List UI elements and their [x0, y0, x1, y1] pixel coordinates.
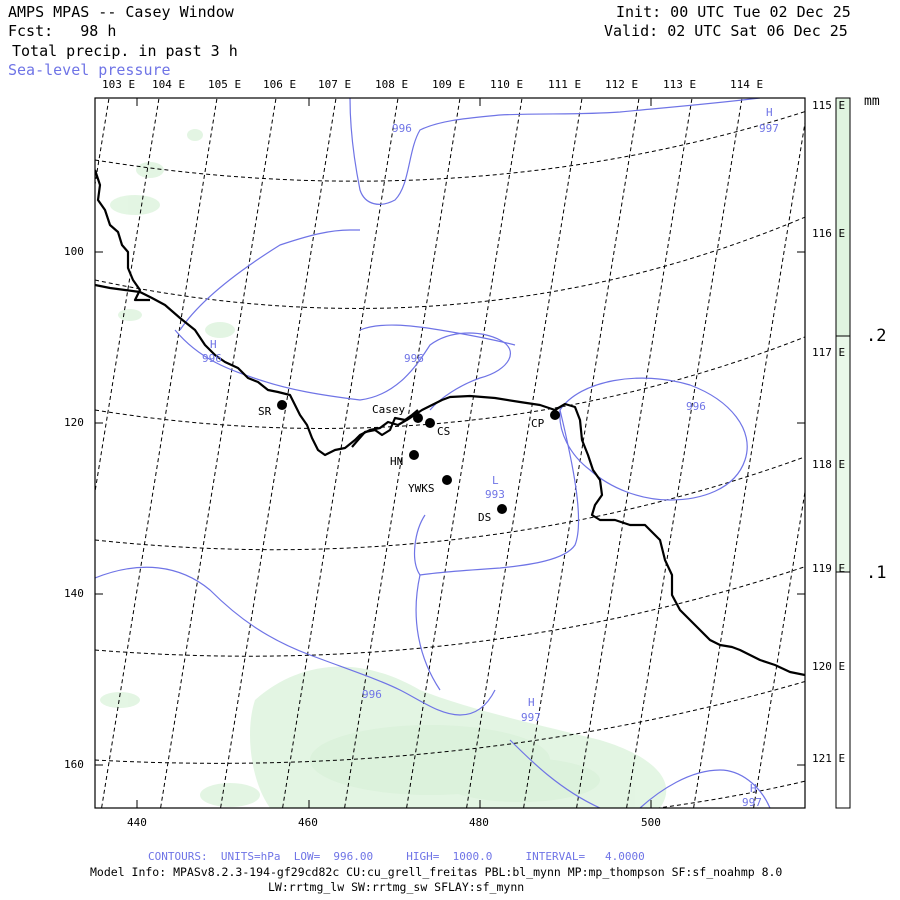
grid-x-460: 460 [298, 816, 318, 829]
station-dot-cs [425, 418, 435, 428]
lon-label-109: 109 E [432, 78, 466, 91]
lon-label-104: 104 E [152, 78, 186, 91]
station-label-ds: DS [478, 511, 492, 524]
station-markers [277, 400, 560, 514]
grid-y-160: 160 [64, 758, 84, 771]
station-dot-hn [409, 450, 419, 460]
lon-label-110: 110 E [490, 78, 524, 91]
lon-label-116: 116 E [812, 227, 846, 240]
model-info: Model Info: MPASv8.2.3-194-gf29cd82c CU:… [90, 865, 783, 879]
colorbar-band-lower [836, 572, 850, 808]
grid-x-440: 440 [127, 816, 147, 829]
lon-label-103: 103 E [102, 78, 136, 91]
lon-label-118: 118 E [812, 458, 846, 471]
contour-info: CONTOURS: UNITS=hPa LOW= 996.00 HIGH= 10… [148, 850, 645, 863]
pressure-contours [95, 98, 771, 808]
coastline [95, 169, 805, 677]
station-dot-cp [550, 410, 560, 420]
lon-label-106: 106 E [263, 78, 297, 91]
station-label-cs: CS [437, 425, 451, 438]
station-label-casey: Casey [372, 403, 406, 416]
init-time: Init: 00 UTC Tue 02 Dec 25 [616, 3, 851, 21]
lon-label-115: 115 E [812, 99, 846, 112]
model-info-physics: LW:rrtmg_lw SW:rrtmg_sw SFLAY:sf_mynn [268, 880, 525, 894]
axis-ticks [95, 98, 805, 808]
grid-y-100: 100 [64, 245, 84, 258]
pressure-label: 997 [521, 711, 541, 724]
station-label-sr: SR [258, 405, 272, 418]
lon-label-121: 121 E [812, 752, 846, 765]
map-frame [94, 97, 806, 809]
pressure-label: 996 [362, 688, 382, 701]
pressure-label: 997 [759, 122, 779, 135]
lon-label-107: 107 E [318, 78, 352, 91]
high-center-marker: H [210, 338, 217, 351]
colorbar [835, 97, 851, 809]
colorbar-tick-label: .1 [866, 563, 887, 583]
pressure-label: 996 [404, 352, 424, 365]
grid-x-480: 480 [469, 816, 489, 829]
colorbar-unit: mm [864, 94, 880, 109]
lon-label-105: 105 E [208, 78, 242, 91]
grid-y-140: 140 [64, 587, 84, 600]
pressure-label: 996 [392, 122, 412, 135]
map-title: AMPS MPAS -- Casey Window [8, 3, 234, 21]
valid-time: Valid: 02 UTC Sat 06 Dec 25 [604, 22, 848, 40]
colorbar-tick-label: .2 [866, 326, 887, 346]
field-label: Total precip. in past 3 h [12, 42, 238, 60]
lon-label-120: 120 E [812, 660, 846, 673]
low-center-marker: L [492, 474, 499, 487]
forecast-hour: Fcst: 98 h [8, 22, 117, 40]
station-label-hn: HN [390, 455, 404, 468]
lon-label-112: 112 E [605, 78, 639, 91]
precip-shading [100, 129, 667, 808]
colorbar-band-upper [836, 98, 850, 336]
grid-x-500: 500 [641, 816, 661, 829]
high-center-marker: H [766, 106, 773, 119]
station-dot-ywks [442, 475, 452, 485]
lon-label-113: 113 E [663, 78, 697, 91]
lon-label-111: 111 E [548, 78, 582, 91]
grid-y-120: 120 [64, 416, 84, 429]
colorbar-band-middle [836, 336, 850, 572]
station-label-cp: CP [531, 417, 545, 430]
lon-label-108: 108 E [375, 78, 409, 91]
station-label-ywks: YWKS [408, 482, 435, 495]
high-center-marker: H [528, 696, 535, 709]
pressure-label: 996 [686, 400, 706, 413]
lon-label-119: 119 E [812, 562, 846, 575]
high-center-marker: H [750, 782, 757, 795]
lon-label-117: 117 E [812, 346, 846, 359]
pressure-label: 996 [202, 352, 222, 365]
pressure-label: 997 [742, 796, 762, 809]
station-dot-casey [413, 413, 423, 423]
overlay-label: Sea-level pressure [8, 61, 171, 79]
station-dot-ds [497, 504, 507, 514]
lon-label-114: 114 E [730, 78, 764, 91]
pressure-label: 993 [485, 488, 505, 501]
station-dot-sr [277, 400, 287, 410]
